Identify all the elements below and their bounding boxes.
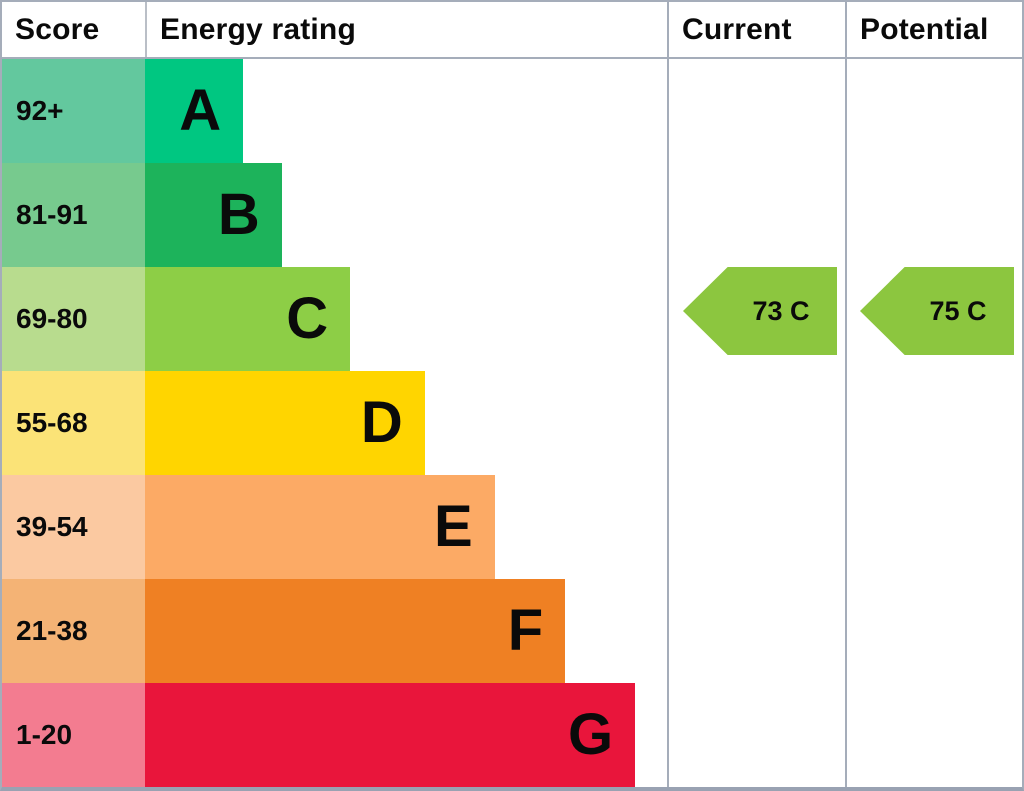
band-score-range: 1-20 — [16, 719, 73, 750]
band-rating-cell: D — [145, 371, 667, 475]
band-row-f: 21-38 F — [2, 579, 1022, 683]
band-row-e: 39-54 E — [2, 475, 1022, 579]
potential-cell — [845, 579, 1022, 683]
band-row-c: 69-80 C 73 C 75 C — [2, 267, 1022, 371]
current-cell — [667, 371, 845, 475]
band-rating-cell: G — [145, 683, 667, 787]
current-rating-label: 73 C — [752, 295, 810, 326]
band-row-a: 92+ A — [2, 59, 1022, 163]
score-column-header: Score — [15, 12, 100, 46]
band-letter: D — [360, 390, 403, 455]
band-score-cell: 55-68 — [2, 371, 145, 475]
current-cell — [667, 579, 845, 683]
band-rating-cell: B — [145, 163, 667, 267]
potential-cell — [845, 371, 1022, 475]
potential-cell — [845, 163, 1022, 267]
band-score-cell: 21-38 — [2, 579, 145, 683]
band-bar: A — [145, 59, 244, 163]
band-letter: G — [568, 702, 614, 767]
current-cell — [667, 683, 845, 787]
current-cell — [667, 475, 845, 579]
band-bar: B — [145, 163, 282, 267]
band-score-range: 55-68 — [16, 407, 88, 438]
band-bar: C — [145, 267, 351, 371]
band-score-range: 21-38 — [16, 615, 88, 646]
band-score-cell: 39-54 — [2, 475, 145, 579]
current-cell: 73 C — [667, 267, 845, 371]
band-rating-cell: C — [145, 267, 667, 371]
potential-cell — [845, 683, 1022, 787]
potential-cell: 75 C — [845, 267, 1022, 371]
current-cell — [667, 163, 845, 267]
potential-rating-arrow: 75 C — [860, 267, 1014, 355]
potential-cell — [845, 475, 1022, 579]
band-score-cell: 1-20 — [2, 683, 145, 787]
current-column-header: Current — [667, 2, 845, 57]
band-score-range: 69-80 — [16, 303, 88, 334]
band-rating-cell: F — [145, 579, 667, 683]
band-row-g: 1-20 G — [2, 683, 1022, 787]
band-bar: F — [145, 579, 566, 683]
band-letter: A — [179, 78, 222, 143]
band-score-range: 39-54 — [16, 511, 88, 542]
band-score-cell: 92+ — [2, 59, 145, 163]
chart-header-row: Score Energy rating Current Potential — [2, 2, 1022, 59]
band-score-range: 81-91 — [16, 199, 88, 230]
band-score-cell: 69-80 — [2, 267, 145, 371]
current-cell — [667, 59, 845, 163]
potential-column-header: Potential — [845, 2, 1022, 57]
band-letter: B — [217, 182, 260, 247]
band-score-range: 92+ — [16, 95, 64, 126]
chart-body: 92+ A 81-91 B 69-80 C 73 C 75 C — [2, 59, 1022, 787]
band-bar: G — [145, 683, 636, 787]
potential-cell — [845, 59, 1022, 163]
band-rating-cell: A — [145, 59, 667, 163]
band-letter: C — [286, 286, 329, 351]
potential-rating-label: 75 C — [929, 295, 987, 326]
band-bar: E — [145, 475, 495, 579]
energy-rating-column-header: Energy rating — [145, 2, 667, 57]
band-bar: D — [145, 371, 425, 475]
band-letter: E — [434, 494, 473, 559]
band-row-d: 55-68 D — [2, 371, 1022, 475]
band-row-b: 81-91 B — [2, 163, 1022, 267]
band-letter: F — [507, 598, 544, 663]
current-rating-arrow: 73 C — [683, 267, 837, 355]
band-rating-cell: E — [145, 475, 667, 579]
band-score-cell: 81-91 — [2, 163, 145, 267]
